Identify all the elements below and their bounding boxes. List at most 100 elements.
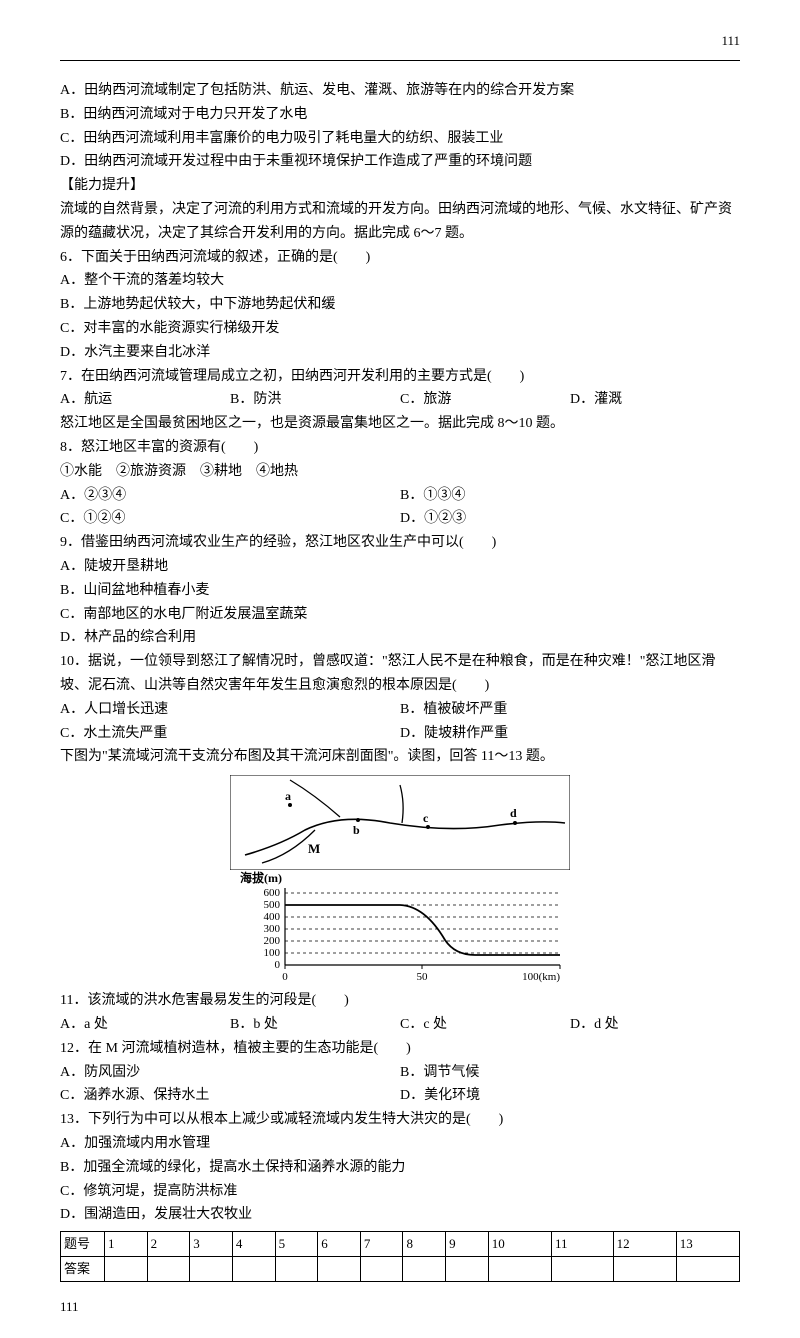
q13-opt-a: A．加强流域内用水管理 xyxy=(60,1132,740,1156)
th-13: 13 xyxy=(676,1232,739,1257)
ytick-500: 500 xyxy=(264,899,281,911)
label-d: d xyxy=(510,806,517,820)
q12-row2: C．涵养水源、保持水土 D．美化环境 xyxy=(60,1084,740,1108)
q9-opt-c: C．南部地区的水电厂附近发展温室蔬菜 xyxy=(60,603,740,627)
th-11: 11 xyxy=(551,1232,613,1257)
ans-9 xyxy=(446,1257,489,1282)
q8-choices: ①水能 ②旅游资源 ③耕地 ④地热 xyxy=(60,460,740,484)
river-map: a b c d M xyxy=(230,775,570,870)
th-answer: 答案 xyxy=(61,1257,105,1282)
xtick-0: 0 xyxy=(282,971,288,983)
th-number: 题号 xyxy=(61,1232,105,1257)
q11-opt-b: B．b 处 xyxy=(230,1013,400,1037)
ytick-200: 200 xyxy=(264,935,281,947)
th-1: 1 xyxy=(105,1232,148,1257)
q10-opt-b: B．植被破坏严重 xyxy=(400,698,740,722)
q12-opt-d: D．美化环境 xyxy=(400,1084,740,1108)
q12-opt-c: C．涵养水源、保持水土 xyxy=(60,1084,400,1108)
y-axis-label: 海拔(m) xyxy=(240,870,282,885)
ans-4 xyxy=(232,1257,275,1282)
ans-3 xyxy=(190,1257,233,1282)
top-rule xyxy=(60,60,740,61)
th-7: 7 xyxy=(360,1232,403,1257)
q7-opt-b: B．防洪 xyxy=(230,388,400,412)
intro-6-7: 流域的自然背景，决定了河流的利用方式和流域的开发方向。田纳西河流域的地形、气候、… xyxy=(60,198,740,246)
ability-heading: 【能力提升】 xyxy=(60,174,740,198)
th-9: 9 xyxy=(446,1232,489,1257)
q8-opt-b: B．①③④ xyxy=(400,484,740,508)
q6-stem: 6．下面关于田纳西河流域的叙述，正确的是( ) xyxy=(60,246,740,270)
q11-options: A．a 处 B．b 处 C．c 处 D．d 处 xyxy=(60,1013,740,1037)
ans-8 xyxy=(403,1257,446,1282)
th-4: 4 xyxy=(232,1232,275,1257)
q11-opt-d: D．d 处 xyxy=(570,1013,740,1037)
ans-11 xyxy=(551,1257,613,1282)
q8-opt-a: A．②③④ xyxy=(60,484,400,508)
q13-opt-c: C．修筑河堤，提高防洪标准 xyxy=(60,1180,740,1204)
ans-10 xyxy=(488,1257,551,1282)
q7-opt-a: A．航运 xyxy=(60,388,230,412)
q7-opt-c: C．旅游 xyxy=(400,388,570,412)
th-5: 5 xyxy=(275,1232,318,1257)
th-8: 8 xyxy=(403,1232,446,1257)
q9-opt-b: B．山间盆地种植春小麦 xyxy=(60,579,740,603)
q12-opt-b: B．调节气候 xyxy=(400,1061,740,1085)
q10-opt-c: C．水土流失严重 xyxy=(60,722,400,746)
th-3: 3 xyxy=(190,1232,233,1257)
pre-opt-c: C．田纳西河流域利用丰富廉价的电力吸引了耗电量大的纺织、服装工业 xyxy=(60,127,740,151)
q9-opt-a: A．陡坡开垦耕地 xyxy=(60,555,740,579)
q13-opt-d: D．围湖造田，发展壮大农牧业 xyxy=(60,1203,740,1227)
xtick-50: 50 xyxy=(417,971,429,983)
ytick-600: 600 xyxy=(264,887,281,899)
ans-6 xyxy=(318,1257,361,1282)
q12-opt-a: A．防风固沙 xyxy=(60,1061,400,1085)
th-10: 10 xyxy=(488,1232,551,1257)
ans-1 xyxy=(105,1257,148,1282)
ans-12 xyxy=(613,1257,676,1282)
q7-options: A．航运 B．防洪 C．旅游 D．灌溉 xyxy=(60,388,740,412)
label-m: M xyxy=(308,841,320,856)
q10-stem: 10．据说，一位领导到怒江了解情况时，曾感叹道："怒江人民不是在种粮食，而是在种… xyxy=(60,650,740,698)
q11-stem: 11．该流域的洪水危害最易发生的河段是( ) xyxy=(60,989,740,1013)
q8-stem: 8．怒江地区丰富的资源有( ) xyxy=(60,436,740,460)
ans-5 xyxy=(275,1257,318,1282)
q6-opt-c: C．对丰富的水能资源实行梯级开发 xyxy=(60,317,740,341)
pre-opt-a: A．田纳西河流域制定了包括防洪、航运、发电、灌溉、旅游等在内的综合开发方案 xyxy=(60,79,740,103)
table-row-answer: 答案 xyxy=(61,1257,740,1282)
q10-opt-d: D．陡坡耕作严重 xyxy=(400,722,740,746)
q9-opt-d: D．林产品的综合利用 xyxy=(60,626,740,650)
label-c: c xyxy=(423,811,429,825)
q11-opt-c: C．c 处 xyxy=(400,1013,570,1037)
ans-2 xyxy=(147,1257,190,1282)
figure: a b c d M 海拔(m) 600 500 400 xyxy=(60,775,740,985)
profile-chart: 海拔(m) 600 500 400 300 200 100 0 xyxy=(230,870,570,985)
ytick-300: 300 xyxy=(264,923,281,935)
q6-opt-b: B．上游地势起伏较大，中下游地势起伏和缓 xyxy=(60,293,740,317)
q7-opt-d: D．灌溉 xyxy=(570,388,740,412)
page-number-top: 111 xyxy=(60,30,740,52)
ytick-100: 100 xyxy=(264,947,281,959)
q8-opt-c: C．①②④ xyxy=(60,507,400,531)
q7-stem: 7．在田纳西河流域管理局成立之初，田纳西河开发利用的主要方式是( ) xyxy=(60,365,740,389)
q13-stem: 13．下列行为中可以从根本上减少或减轻流域内发生特大洪灾的是( ) xyxy=(60,1108,740,1132)
ans-7 xyxy=(360,1257,403,1282)
xtick-100: 100(km) xyxy=(522,971,560,983)
q13-opt-b: B．加强全流域的绿化，提高水土保持和涵养水源的能力 xyxy=(60,1156,740,1180)
q6-opt-a: A．整个干流的落差均较大 xyxy=(60,269,740,293)
ytick-0: 0 xyxy=(275,959,281,971)
intro-11-13: 下图为"某流域河流干支流分布图及其干流河床剖面图"。读图，回答 11～13 题。 xyxy=(60,745,740,769)
intro-8-10: 怒江地区是全国最贫困地区之一，也是资源最富集地区之一。据此完成 8～10 题。 xyxy=(60,412,740,436)
q11-opt-a: A．a 处 xyxy=(60,1013,230,1037)
q12-stem: 12．在 M 河流域植树造林，植被主要的生态功能是( ) xyxy=(60,1037,740,1061)
q8-row1: A．②③④ B．①③④ xyxy=(60,484,740,508)
q10-row2: C．水土流失严重 D．陡坡耕作严重 xyxy=(60,722,740,746)
pre-opt-b: B．田纳西河流域对于电力只开发了水电 xyxy=(60,103,740,127)
q9-stem: 9．借鉴田纳西河流域农业生产的经验，怒江地区农业生产中可以( ) xyxy=(60,531,740,555)
q8-row2: C．①②④ D．①②③ xyxy=(60,507,740,531)
ans-13 xyxy=(676,1257,739,1282)
label-a: a xyxy=(285,789,291,803)
q10-row1: A．人口增长迅速 B．植被破坏严重 xyxy=(60,698,740,722)
q10-opt-a: A．人口增长迅速 xyxy=(60,698,400,722)
answer-table: 题号 1 2 3 4 5 6 7 8 9 10 11 12 13 答案 xyxy=(60,1231,740,1282)
th-6: 6 xyxy=(318,1232,361,1257)
